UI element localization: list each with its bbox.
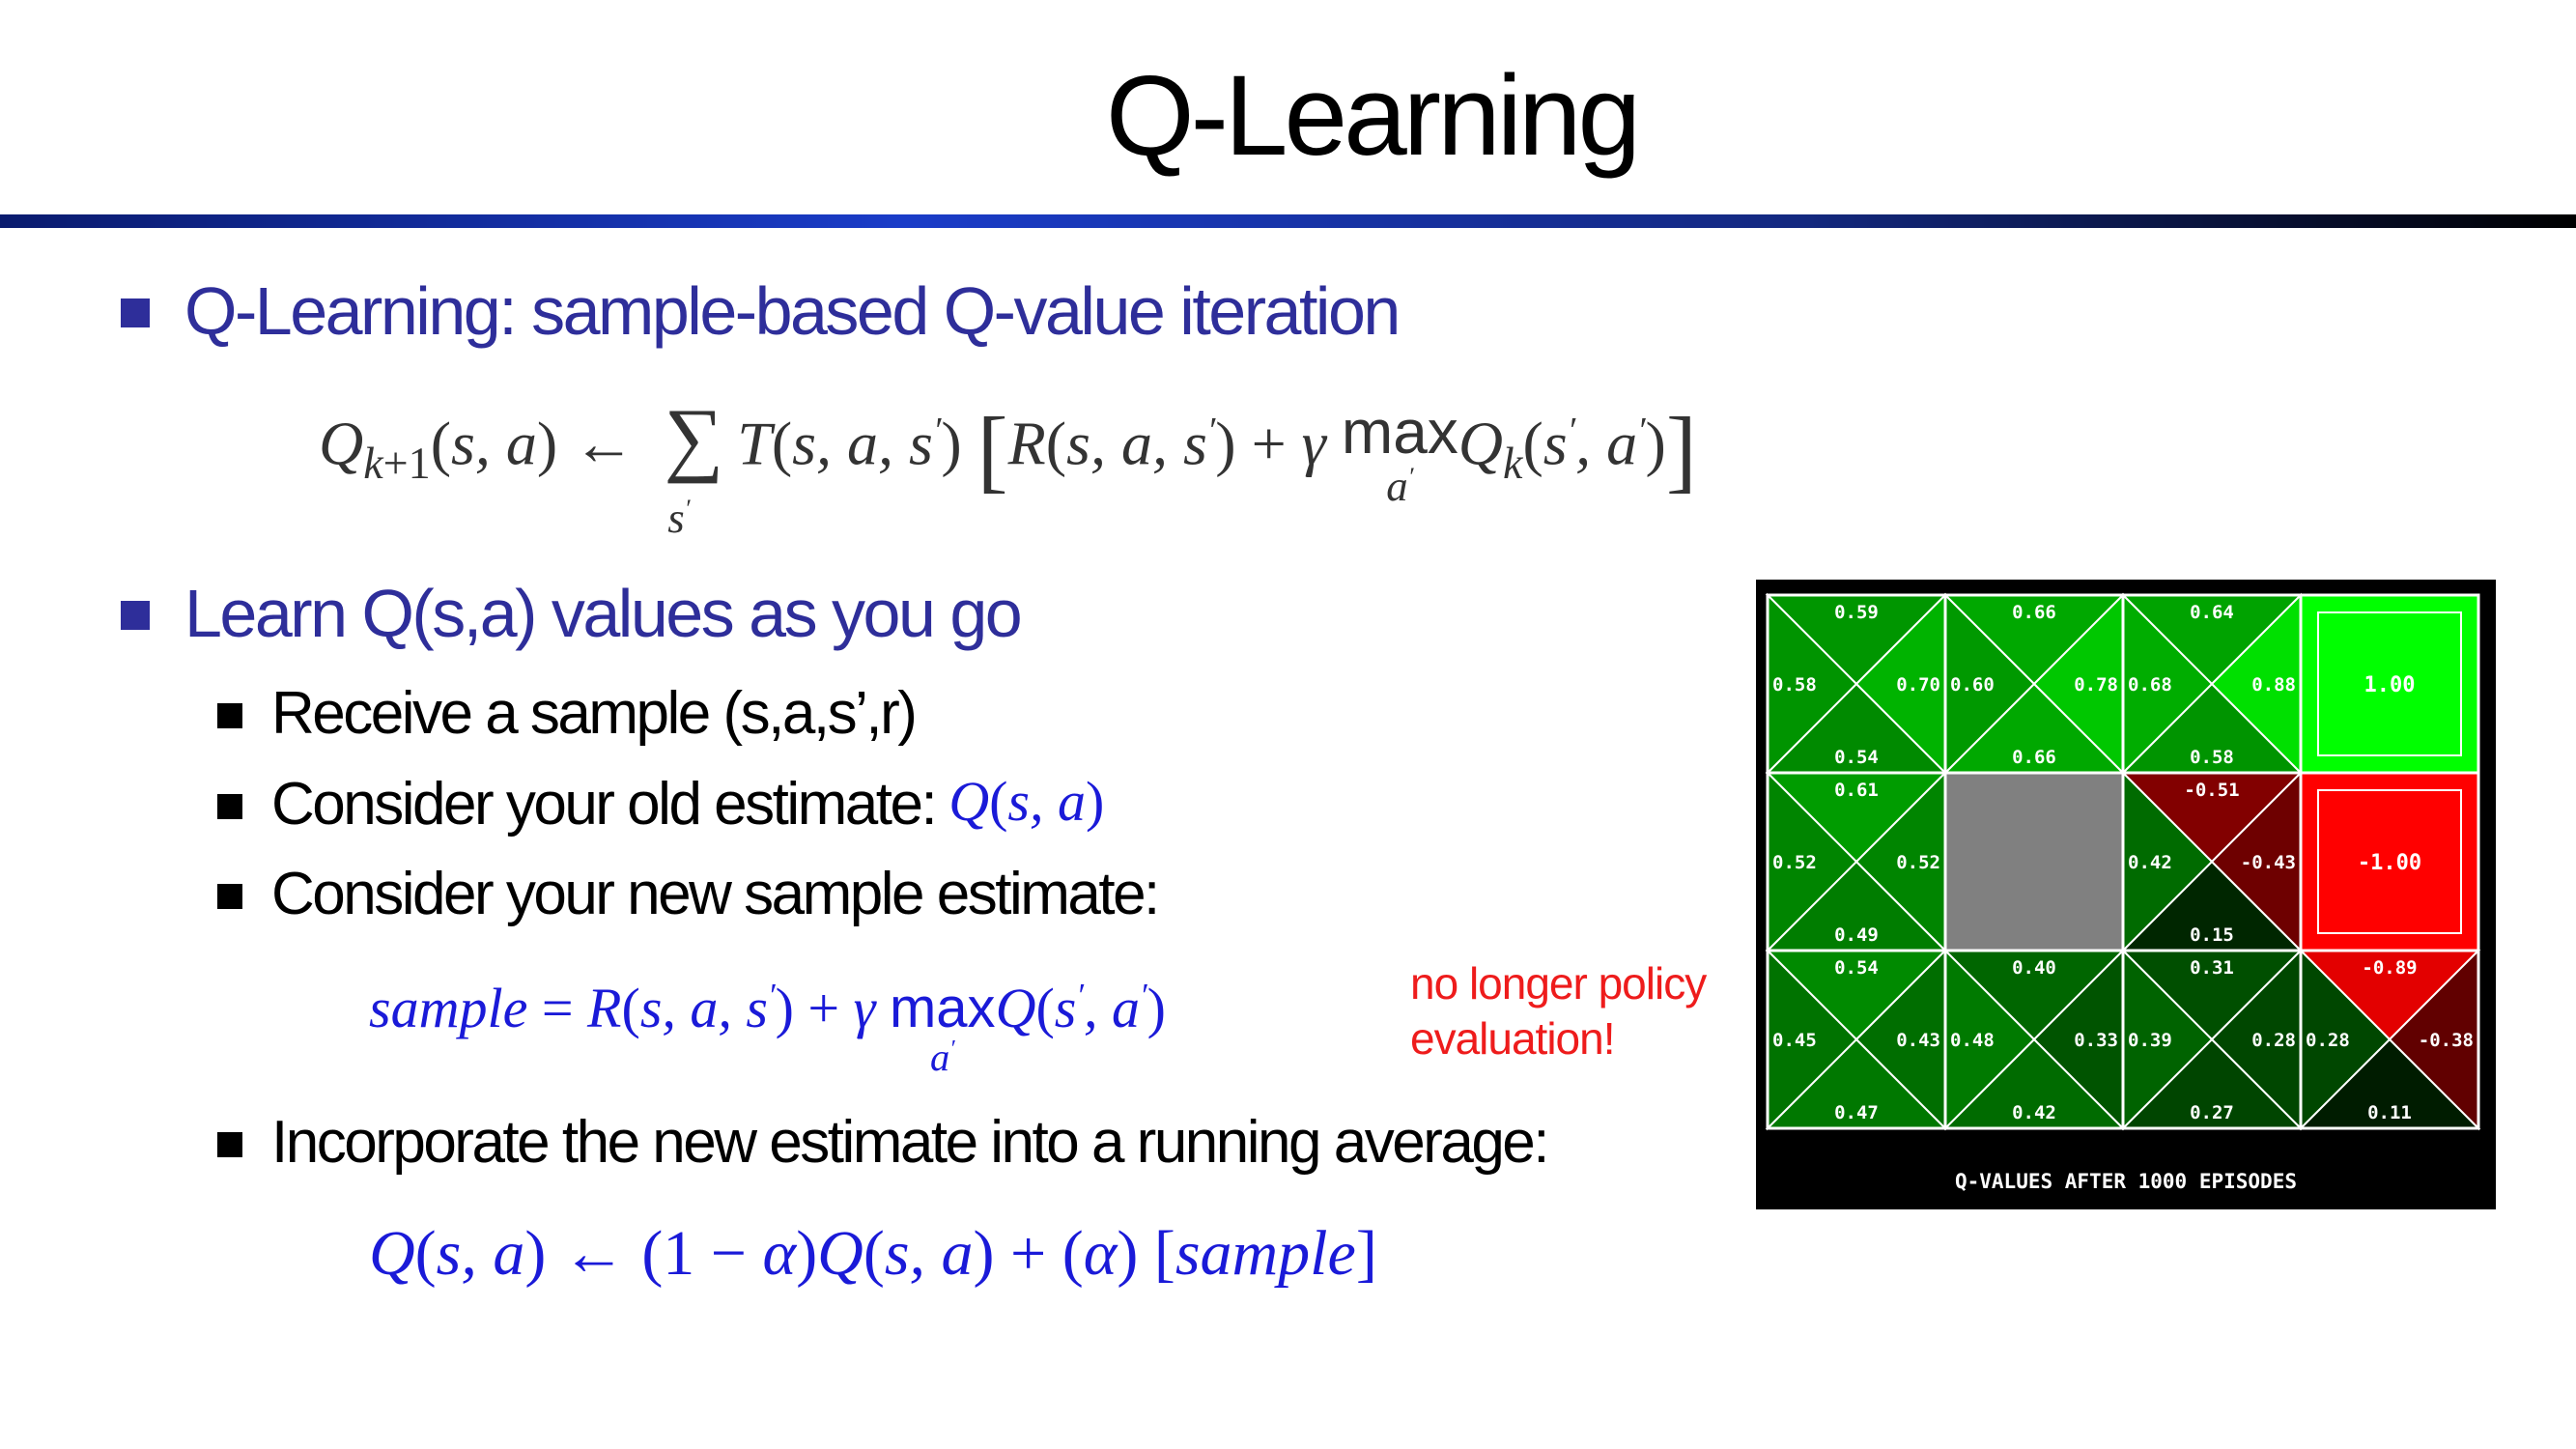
cell-r0c3-value: 1.00 xyxy=(2364,673,2416,697)
cell-r2c3-east-value: -0.38 xyxy=(2419,1030,2474,1051)
sample-equation: sample = R(s, a, s′) + γ max a′ Q(s′, a′) xyxy=(369,977,1166,1079)
cell-r2c1-north-value: 0.40 xyxy=(2012,957,2056,979)
sub-bullet-new-sample: Consider your new sample estimate: xyxy=(217,860,1160,928)
cell-r0c1-north-value: 0.66 xyxy=(2012,602,2056,623)
bullet-square-icon xyxy=(217,883,242,909)
cell-r0c2-north-value: 0.64 xyxy=(2190,602,2234,623)
bullet-square-icon xyxy=(121,600,150,630)
cell-r0c3-terminal xyxy=(2299,593,2480,775)
cell-r2c2-north-value: 0.31 xyxy=(2190,957,2234,979)
cell-r0c3-terminal-inner xyxy=(2317,611,2462,756)
cell-r0c1-west-value: 0.60 xyxy=(1950,674,1995,696)
bullet-square-icon xyxy=(217,793,242,819)
cell-r0c2-south-value: 0.58 xyxy=(2190,747,2234,768)
cell-r2c2-east-value: 0.28 xyxy=(2251,1030,2296,1051)
cell-r1c0-west-value: 0.52 xyxy=(1772,852,1817,873)
cell-r1c0-south-value: 0.49 xyxy=(1834,924,1879,946)
cell-r0c0-east-value: 0.70 xyxy=(1896,674,1940,696)
bullet-learn-q-values: Learn Q(s,a) values as you go xyxy=(121,575,1023,652)
bullet-square-icon xyxy=(217,702,242,728)
cell-r1c1-wall xyxy=(1943,771,2125,952)
cell-r2c1-east-value: 0.33 xyxy=(2074,1030,2118,1051)
cell-r0c0-south-value: 0.54 xyxy=(1834,747,1879,768)
old-estimate-math: Q(s, a) xyxy=(948,770,1105,833)
running-average-equation: Q(s, a) ← (1 − α)Q(s, a) + (α) [sample] xyxy=(369,1218,1377,1289)
cell-r2c1-west-value: 0.48 xyxy=(1950,1030,1995,1051)
cell-r0c1-east-value: 0.78 xyxy=(2074,674,2118,696)
cell-r2c2-south-value: 0.27 xyxy=(2190,1102,2234,1123)
cell-r1c2-west-value: 0.42 xyxy=(2128,852,2172,873)
cell-r1c2-east-value: -0.43 xyxy=(2241,852,2296,873)
cell-r0c0-west-value: 0.58 xyxy=(1772,674,1817,696)
bullet-text: Learn Q(s,a) values as you go xyxy=(184,576,1023,651)
cell-r0c1-south-value: 0.66 xyxy=(2012,747,2056,768)
cell-r1c3-terminal-inner xyxy=(2317,789,2462,934)
bullet-square-icon xyxy=(121,298,150,327)
sub-bullet-running-average: Incorporate the new estimate into a runn… xyxy=(217,1108,1550,1177)
cell-r1c0-east-value: 0.52 xyxy=(1896,852,1940,873)
cell-r2c3-west-value: 0.28 xyxy=(2306,1030,2350,1051)
cell-r0c2-west-value: 0.68 xyxy=(2128,674,2172,696)
cell-r2c3-border xyxy=(2299,949,2480,1130)
cell-r0c2-east-value: 0.88 xyxy=(2251,674,2296,696)
policy-evaluation-note: no longer policy evaluation! xyxy=(1410,958,1707,1064)
cell-r1c3-value: -1.00 xyxy=(2358,851,2421,875)
cell-r1c2-south-value: 0.15 xyxy=(2190,924,2234,946)
cell-r1c2-north-value: -0.51 xyxy=(2184,780,2239,801)
cell-r1c0-north-value: 0.61 xyxy=(1834,780,1879,801)
gridworld-caption: Q-VALUES AFTER 1000 EPISODES xyxy=(1955,1170,2297,1193)
slide-title: Q-Learning xyxy=(1105,52,1641,180)
cell-r2c1-south-value: 0.42 xyxy=(2012,1102,2056,1123)
title-divider xyxy=(0,214,2576,228)
bullet-text: Q-Learning: sample-based Q-value iterati… xyxy=(184,273,1401,349)
cell-r2c3-north-value: -0.89 xyxy=(2362,957,2417,979)
cell-r2c0-west-value: 0.45 xyxy=(1772,1030,1817,1051)
gridworld-q-values: 0.59 0.54 0.58 0.70 0.66 0.66 0.60 0.78 0.64 0.58… xyxy=(1756,580,2496,1209)
q-value-iteration-equation: Qk+1(s, a) ← ∑ s′ T(s, a, s′) [R(s, a, s′)… xyxy=(319,391,1697,542)
cell-r2c0-north-value: 0.54 xyxy=(1834,957,1879,979)
cell-r2c2-west-value: 0.39 xyxy=(2128,1030,2172,1051)
gridworld-figure: 0.59 0.54 0.58 0.70 0.66 0.66 0.60 0.78 0.64 0.58… xyxy=(1765,592,2481,1193)
cell-r2c0-south-value: 0.47 xyxy=(1834,1102,1879,1123)
bullet-square-icon xyxy=(217,1131,242,1157)
bullet-q-learning: Q-Learning: sample-based Q-value iterati… xyxy=(121,272,1401,350)
cell-r1c3-terminal xyxy=(2299,771,2480,952)
cell-r2c3-south-value: 0.11 xyxy=(2367,1102,2412,1123)
sub-bullet-receive-sample: Receive a sample (s,a,s’,r) xyxy=(217,679,918,748)
sub-bullet-old-estimate: Consider your old estimate: Q(s, a) xyxy=(217,770,1104,838)
cell-r0c0-north-value: 0.59 xyxy=(1834,602,1879,623)
cell-r2c0-east-value: 0.43 xyxy=(1896,1030,1940,1051)
